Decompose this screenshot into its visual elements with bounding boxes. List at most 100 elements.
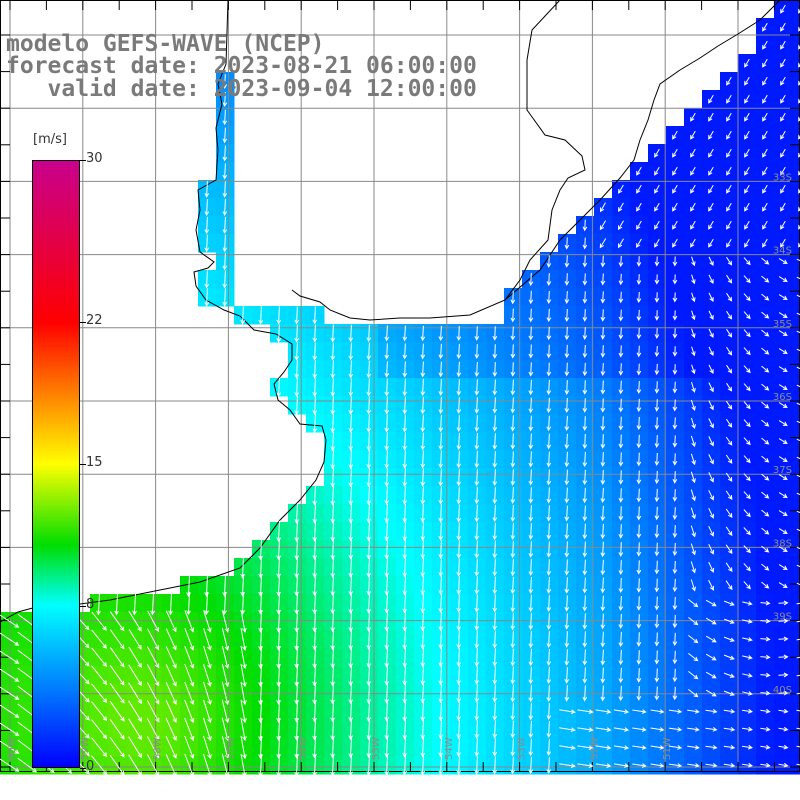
wind-arrow xyxy=(672,381,678,394)
wind-arrow xyxy=(312,378,318,397)
wind-arrow xyxy=(165,699,177,723)
wind-arrow xyxy=(528,756,534,775)
wind-arrow xyxy=(725,526,733,537)
wind-arrow xyxy=(456,343,462,360)
wind-arrow xyxy=(510,720,516,739)
wind-arrow xyxy=(672,453,678,466)
wind-arrow xyxy=(761,527,770,535)
wind-arrow xyxy=(384,611,390,632)
wind-arrow xyxy=(402,539,408,560)
wind-arrow xyxy=(510,326,516,341)
wind-arrow xyxy=(492,504,498,523)
wind-arrow xyxy=(438,522,444,541)
wind-arrow xyxy=(420,629,426,650)
wind-arrow xyxy=(760,618,771,624)
wind-arrow xyxy=(636,202,642,212)
wind-arrow xyxy=(672,130,678,140)
wind-arrow xyxy=(420,539,426,560)
wind-speed-cell xyxy=(792,180,800,199)
wind-arrow xyxy=(528,684,534,703)
wind-arrow xyxy=(420,325,426,342)
wind-arrow xyxy=(582,255,588,268)
wind-arrow xyxy=(384,414,390,433)
wind-arrow xyxy=(456,468,462,487)
wind-arrow xyxy=(761,293,770,301)
wind-arrow xyxy=(743,527,751,536)
wind-arrow xyxy=(636,470,642,485)
wind-arrow xyxy=(294,324,300,343)
wind-arrow xyxy=(796,638,800,641)
wind-arrow xyxy=(438,719,444,740)
wind-arrow xyxy=(595,709,612,714)
wind-arrow xyxy=(91,629,107,649)
wind-arrow xyxy=(708,310,714,321)
wind-arrow xyxy=(654,650,660,665)
wind-arrow xyxy=(636,524,642,539)
wind-arrow xyxy=(688,617,699,626)
wind-arrow xyxy=(744,220,750,230)
wind-arrow xyxy=(492,326,498,341)
wind-arrow xyxy=(582,577,588,594)
wind-arrow xyxy=(438,414,444,433)
wind-arrow xyxy=(778,420,788,426)
wind-arrow xyxy=(761,419,770,427)
wind-arrow xyxy=(492,666,498,685)
wind-arrow xyxy=(599,220,607,231)
wind-arrow xyxy=(222,252,228,271)
wind-arrow xyxy=(456,755,462,776)
wind-arrow xyxy=(474,720,480,739)
wind-arrow xyxy=(744,112,750,122)
wind-arrow xyxy=(366,593,372,614)
wind-arrow xyxy=(796,456,800,460)
wind-arrow xyxy=(672,346,678,357)
wind-arrow xyxy=(510,469,516,486)
wind-arrow xyxy=(708,184,714,194)
wind-arrow xyxy=(330,342,336,361)
wind-arrow xyxy=(366,683,372,704)
wind-arrow xyxy=(744,184,750,194)
wind-arrow xyxy=(705,689,717,697)
wind-arrow xyxy=(559,763,576,768)
wind-speed-cell xyxy=(792,450,800,469)
wind-arrow xyxy=(330,503,336,524)
latitude-label: 34S xyxy=(773,246,792,257)
wind-arrow xyxy=(128,700,142,723)
wind-arrow xyxy=(600,667,606,684)
wind-speed-cell xyxy=(792,720,800,739)
wind-arrow xyxy=(636,327,642,340)
wind-arrow xyxy=(582,505,588,522)
wind-arrow xyxy=(582,327,588,340)
wind-arrow xyxy=(654,470,660,485)
wind-arrow xyxy=(109,611,125,632)
wind-arrow xyxy=(492,451,498,468)
wind-arrow xyxy=(165,717,177,741)
wind-arrow xyxy=(240,610,247,633)
wind-arrow xyxy=(636,220,642,230)
wind-arrow xyxy=(204,198,210,217)
wind-arrow xyxy=(402,486,408,505)
wind-arrow xyxy=(546,326,552,341)
wind-arrow xyxy=(617,238,624,249)
wind-arrow xyxy=(690,525,696,538)
wind-arrow xyxy=(743,401,751,410)
wind-arrow xyxy=(330,413,336,434)
wind-arrow xyxy=(348,539,354,560)
wind-arrow xyxy=(402,701,408,722)
wind-arrow xyxy=(761,401,770,409)
wind-arrow xyxy=(796,384,800,388)
wind-arrow xyxy=(798,116,800,122)
wind-arrow xyxy=(762,148,768,158)
wind-arrow xyxy=(420,719,426,740)
wind-arrow xyxy=(184,681,195,705)
wind-arrow xyxy=(384,683,390,704)
wind-arrow xyxy=(672,238,678,248)
wind-arrow xyxy=(366,611,372,632)
wind-arrow xyxy=(203,610,212,633)
wind-arrow xyxy=(672,166,678,176)
wind-arrow xyxy=(420,557,426,578)
wind-arrow xyxy=(384,468,390,487)
wind-arrow xyxy=(761,509,770,517)
wind-arrow xyxy=(474,450,480,469)
wind-arrow xyxy=(600,380,606,395)
wind-arrow xyxy=(672,399,678,412)
